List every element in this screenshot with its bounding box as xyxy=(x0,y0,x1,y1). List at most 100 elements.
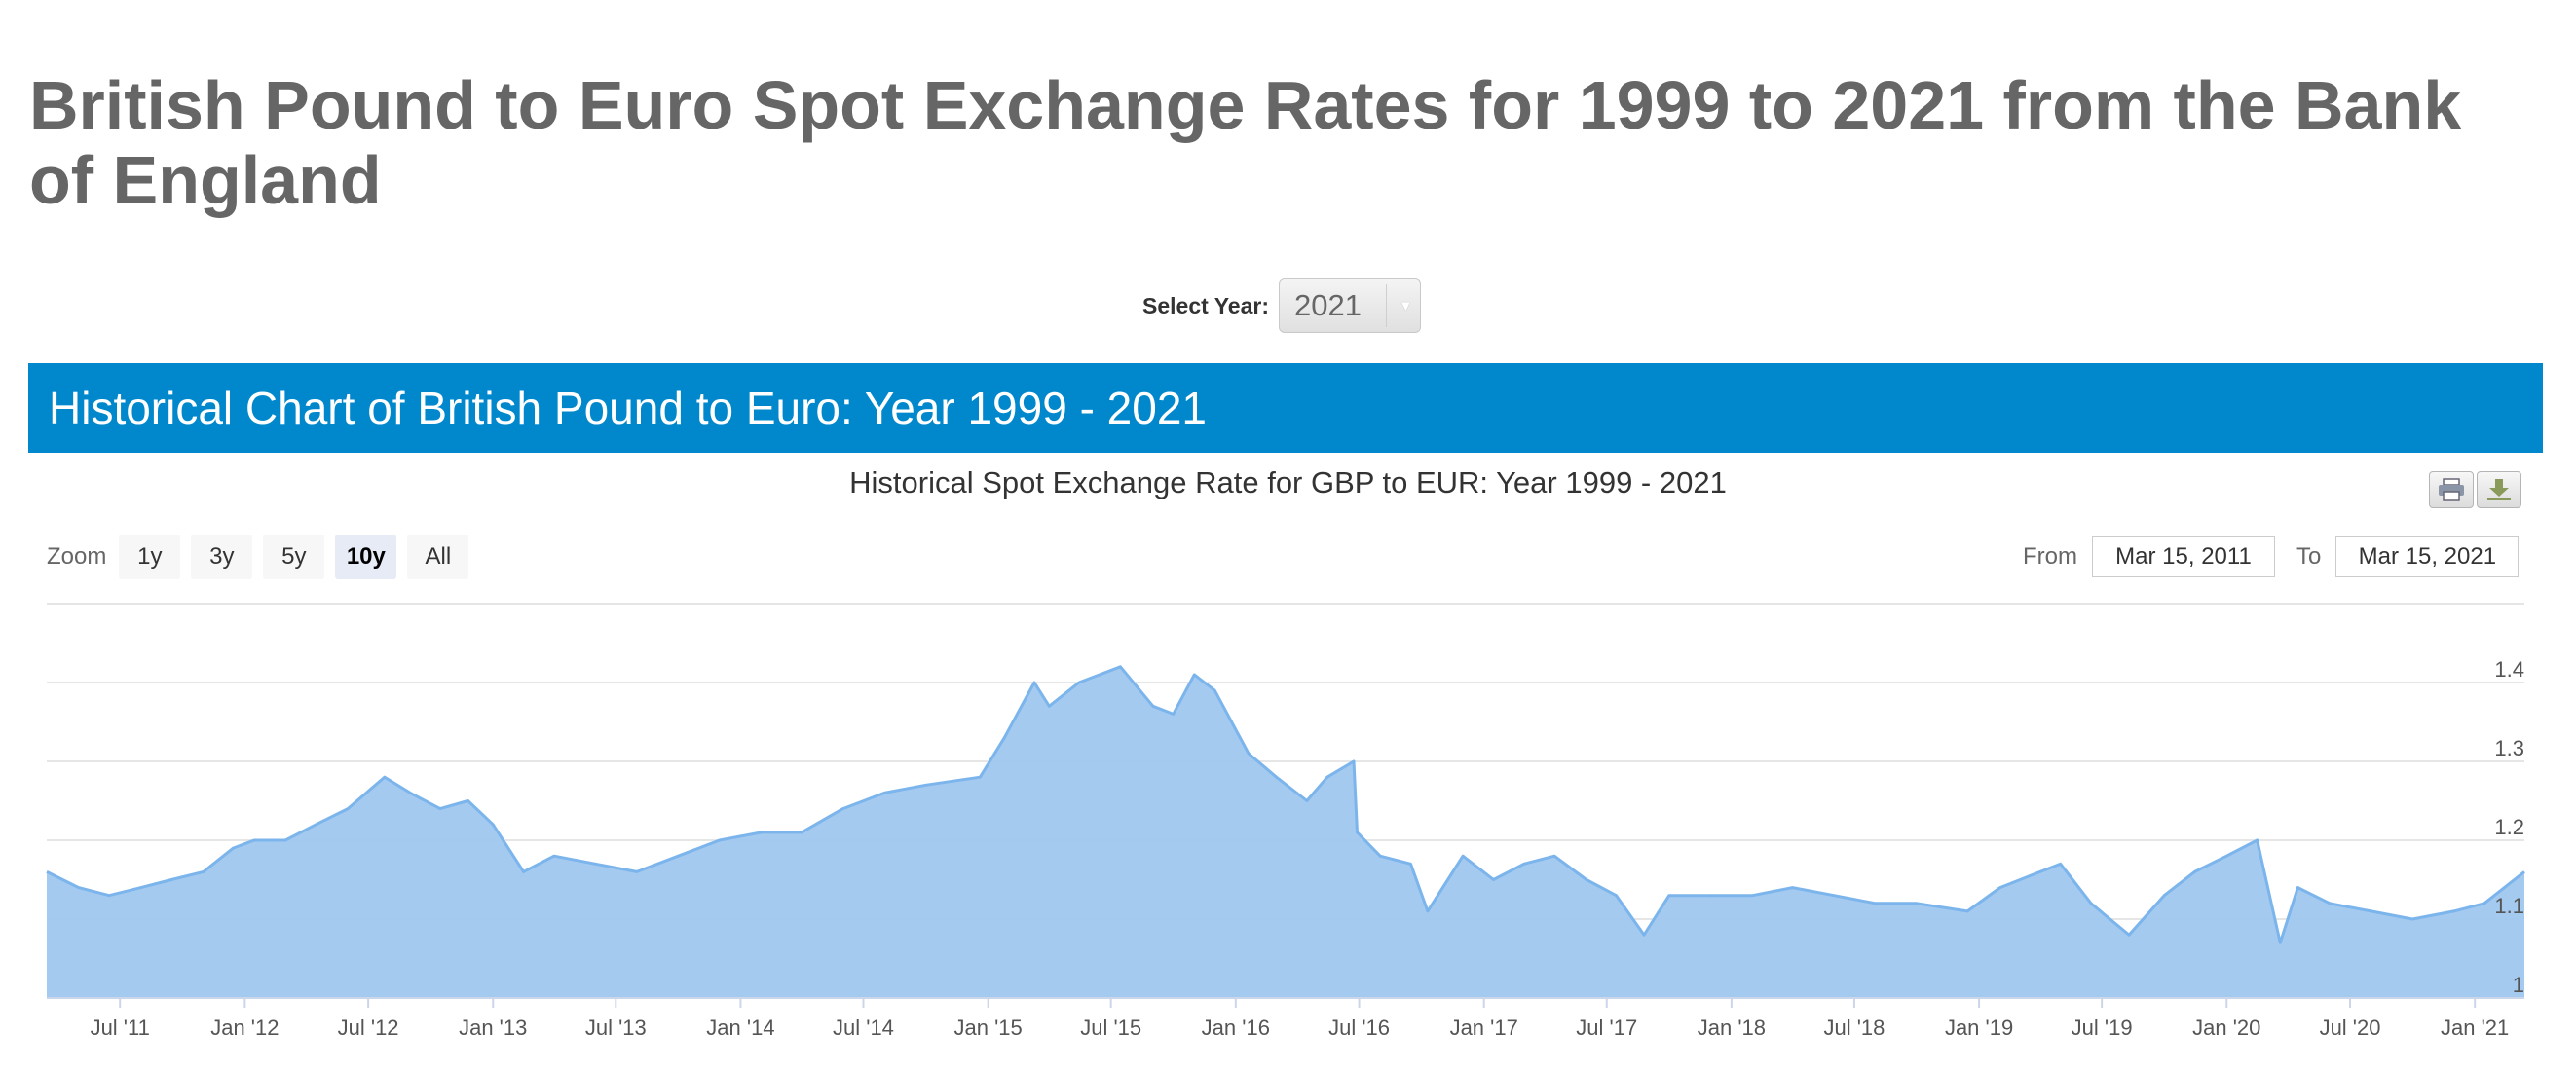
data-point[interactable] xyxy=(1708,894,1712,898)
data-point[interactable] xyxy=(466,799,469,803)
data-point[interactable] xyxy=(2059,862,2063,866)
data-point[interactable] xyxy=(2296,886,2299,890)
data-point[interactable] xyxy=(1874,902,1878,905)
year-select-label: Select Year: xyxy=(1142,292,1270,318)
zoom-1y-button[interactable]: 1y xyxy=(119,535,181,579)
data-point[interactable] xyxy=(2089,902,2093,905)
data-point[interactable] xyxy=(1118,665,1122,669)
data-point[interactable] xyxy=(978,775,982,779)
data-point[interactable] xyxy=(1352,759,1356,763)
data-point[interactable] xyxy=(232,846,236,850)
x-axis-labels: Jul '11 Jan '12 Jul '12 Jan '13 Jul '13 Jan '… xyxy=(91,998,2509,1040)
data-point[interactable] xyxy=(1408,862,1412,866)
data-point[interactable] xyxy=(1032,681,1036,684)
data-point[interactable] xyxy=(1750,894,1754,898)
data-point[interactable] xyxy=(1077,681,1081,684)
data-point[interactable] xyxy=(491,823,495,827)
data-point[interactable] xyxy=(2193,869,2197,873)
data-point[interactable] xyxy=(346,807,350,811)
data-point[interactable] xyxy=(718,838,722,842)
data-point[interactable] xyxy=(283,838,287,842)
data-point[interactable] xyxy=(202,869,205,873)
data-point[interactable] xyxy=(169,878,173,882)
data-point[interactable] xyxy=(593,862,597,866)
data-point[interactable] xyxy=(1275,775,1279,779)
data-point[interactable] xyxy=(1461,854,1465,858)
data-point[interactable] xyxy=(1247,752,1251,756)
exchange-rate-chart[interactable]: 1 1.1 1.2 1.3 1.4 Jul '11 Jan '12 Jul '12 Jan '… xyxy=(0,584,2576,1071)
x-tick-label: Jul '12 xyxy=(338,1016,399,1040)
from-label: From xyxy=(2023,543,2077,570)
data-point[interactable] xyxy=(882,791,886,794)
data-point[interactable] xyxy=(1667,894,1671,898)
data-point[interactable] xyxy=(1192,673,1196,677)
data-point[interactable] xyxy=(2162,894,2166,898)
to-date-input[interactable] xyxy=(2335,536,2520,577)
data-point[interactable] xyxy=(522,869,526,873)
data-point[interactable] xyxy=(1426,909,1430,913)
data-point[interactable] xyxy=(1522,862,1526,866)
data-point[interactable] xyxy=(2370,909,2373,913)
data-point[interactable] xyxy=(438,807,442,811)
data-point[interactable] xyxy=(383,775,387,779)
data-point[interactable] xyxy=(1172,712,1176,716)
data-point[interactable] xyxy=(1213,688,1216,692)
data-point[interactable] xyxy=(1047,704,1051,708)
data-point[interactable] xyxy=(1642,933,1646,937)
to-label: To xyxy=(2296,543,2322,570)
data-point[interactable] xyxy=(1615,894,1619,898)
series-line xyxy=(46,665,2525,944)
data-point[interactable] xyxy=(760,831,764,834)
year-select-value: 2021 xyxy=(1294,288,1362,322)
data-point[interactable] xyxy=(408,791,412,794)
data-point[interactable] xyxy=(1915,902,1919,905)
data-point[interactable] xyxy=(1002,736,1006,740)
zoom-all-button[interactable]: All xyxy=(407,535,469,579)
data-point[interactable] xyxy=(2522,869,2526,873)
data-point[interactable] xyxy=(1552,854,1556,858)
data-point[interactable] xyxy=(314,823,317,827)
print-button[interactable] xyxy=(2429,471,2474,508)
data-point[interactable] xyxy=(252,838,256,842)
data-point[interactable] xyxy=(676,854,680,858)
data-point[interactable] xyxy=(2256,838,2259,842)
data-point[interactable] xyxy=(2328,902,2332,905)
data-point[interactable] xyxy=(2224,854,2228,858)
data-point[interactable] xyxy=(45,869,49,873)
x-tick-label: Jul '17 xyxy=(1576,1016,1637,1040)
year-select[interactable]: 2021 ▼ xyxy=(1279,278,1422,333)
data-point[interactable] xyxy=(1832,894,1836,898)
zoom-controls: Zoom 1y 3y 5y 10y All xyxy=(47,535,469,579)
data-point[interactable] xyxy=(1325,775,1329,779)
data-point[interactable] xyxy=(2410,917,2414,921)
data-point[interactable] xyxy=(2038,869,2042,873)
date-range: From To xyxy=(2023,535,2520,579)
data-point[interactable] xyxy=(552,854,556,858)
data-point[interactable] xyxy=(1305,799,1309,803)
zoom-3y-button[interactable]: 3y xyxy=(191,535,253,579)
data-point[interactable] xyxy=(1378,854,1382,858)
data-point[interactable] xyxy=(2452,909,2456,913)
data-point[interactable] xyxy=(107,894,111,898)
data-point[interactable] xyxy=(2278,941,2282,944)
data-point[interactable] xyxy=(841,807,845,811)
data-point[interactable] xyxy=(1151,704,1155,708)
data-point[interactable] xyxy=(1965,909,1969,913)
data-point[interactable] xyxy=(1791,886,1795,890)
zoom-5y-button[interactable]: 5y xyxy=(263,535,325,579)
data-point[interactable] xyxy=(1491,878,1495,882)
from-date-input[interactable] xyxy=(2092,536,2275,577)
data-point[interactable] xyxy=(2127,933,2131,937)
download-button[interactable] xyxy=(2477,471,2521,508)
data-point[interactable] xyxy=(635,869,639,873)
data-point[interactable] xyxy=(924,783,928,787)
y-tick-label: 1.4 xyxy=(2494,657,2524,682)
zoom-10y-button[interactable]: 10y xyxy=(335,535,397,579)
data-point[interactable] xyxy=(1998,886,2002,890)
data-point[interactable] xyxy=(77,886,81,890)
data-point[interactable] xyxy=(1585,878,1588,882)
data-point[interactable] xyxy=(800,831,803,834)
data-point[interactable] xyxy=(139,886,143,890)
data-point[interactable] xyxy=(1355,831,1359,834)
data-point[interactable] xyxy=(2483,902,2486,905)
